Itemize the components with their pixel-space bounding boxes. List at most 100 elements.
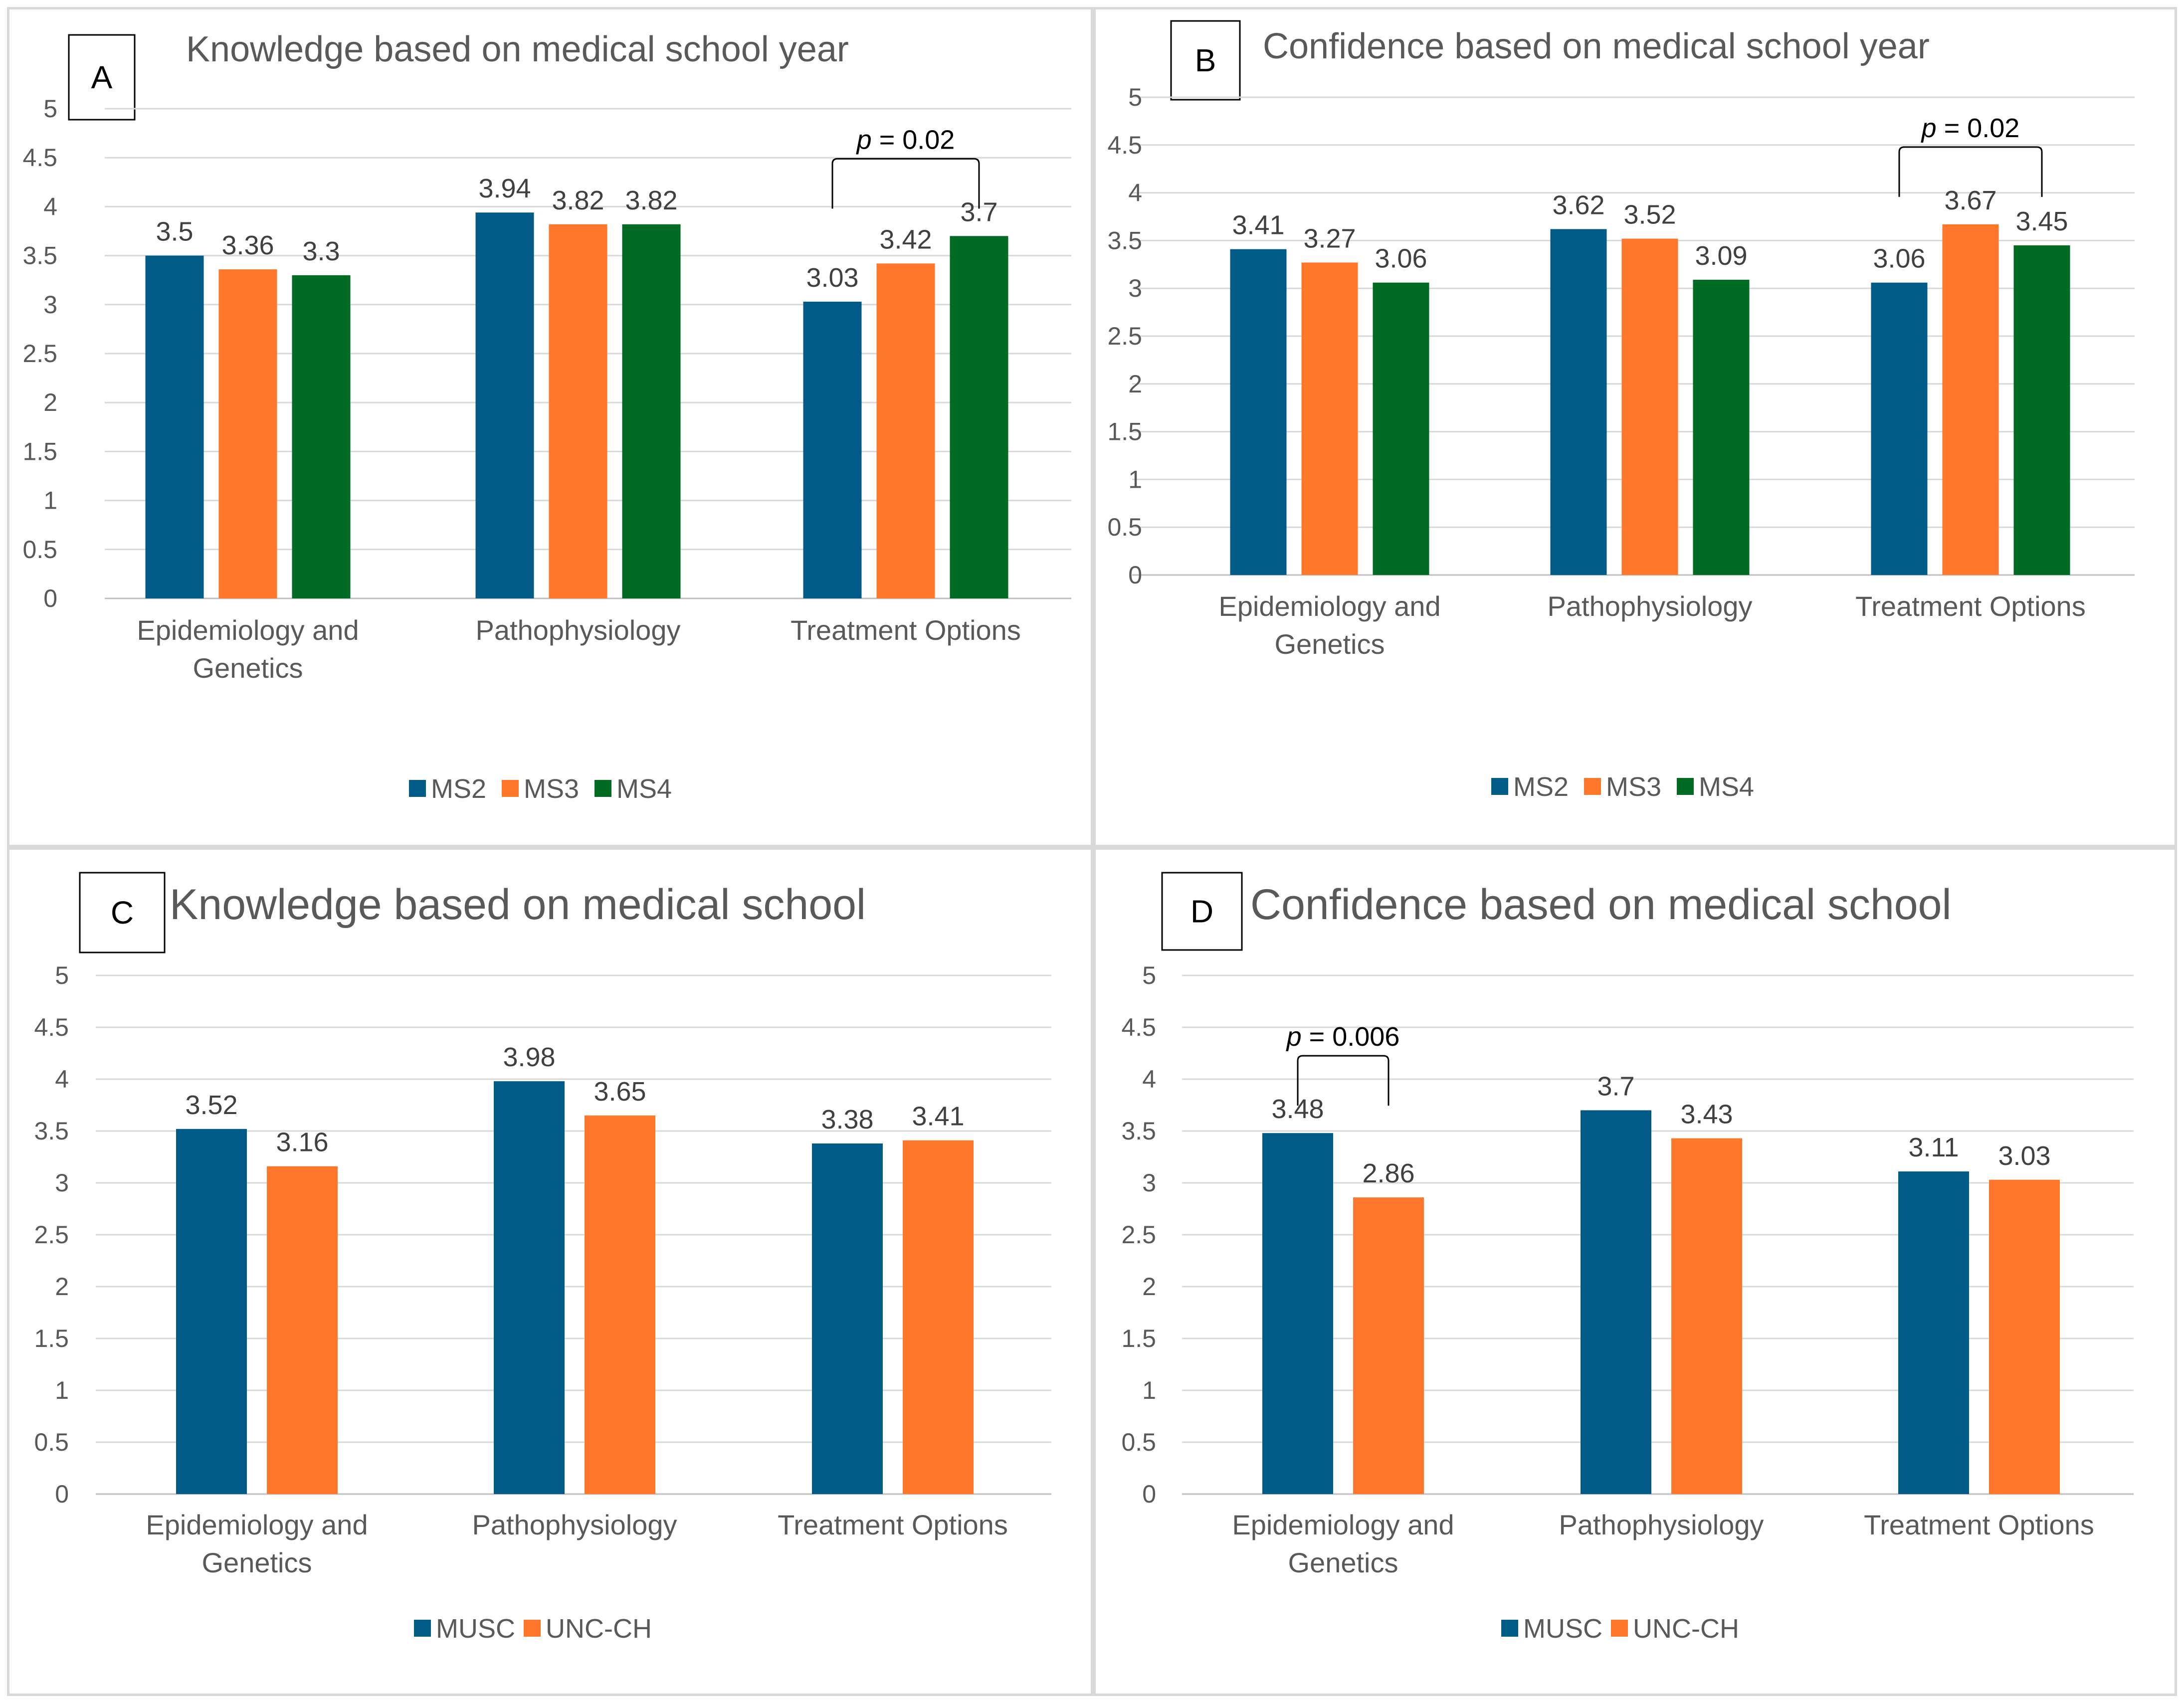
significance-bracket [831, 158, 980, 209]
data-label: 3.16 [276, 1128, 328, 1157]
bar [1942, 224, 1999, 575]
x-tick-label: Epidemiology and [137, 614, 359, 646]
x-tick-label: Epidemiology and [1232, 1509, 1454, 1540]
data-label: 3.62 [1552, 190, 1604, 220]
data-label: 3.11 [1908, 1133, 1959, 1162]
data-label: 3.03 [1998, 1141, 2050, 1171]
bar [176, 1129, 247, 1494]
y-tick-label: 3.5 [34, 1117, 69, 1145]
y-tick-label: 4 [55, 1065, 69, 1093]
chart-title: Knowledge based on medical school [170, 881, 866, 929]
chart-title: Confidence based on medical school [1250, 881, 1952, 929]
bar [1671, 1138, 1742, 1494]
y-tick-label: 2.5 [34, 1221, 69, 1249]
y-tick-label: 1.5 [34, 1325, 69, 1352]
x-tick-label: Genetics [1275, 628, 1385, 660]
p-value-label: p = 0.02 [1921, 113, 2020, 143]
x-tick-label: Epidemiology and [1218, 590, 1440, 622]
bar [1581, 1110, 1651, 1494]
y-tick-label: 0.5 [34, 1428, 69, 1456]
bar [292, 275, 351, 598]
y-tick-label: 2 [43, 388, 57, 416]
data-label: 3.65 [594, 1077, 646, 1107]
legend-label: MUSC [1523, 1614, 1602, 1644]
data-label: 3.41 [912, 1102, 964, 1132]
data-label: 2.86 [1362, 1158, 1414, 1188]
data-label: 3.03 [806, 263, 858, 293]
y-tick-label: 2 [1128, 370, 1142, 398]
data-label: 3.52 [1623, 200, 1676, 230]
y-tick-label: 0 [1142, 1480, 1156, 1508]
legend-swatch [414, 1620, 431, 1637]
x-tick-label: Pathophysiology [1559, 1509, 1764, 1540]
panel-letter: C [111, 895, 134, 931]
panel-letter: B [1195, 42, 1216, 78]
x-tick-label: Treatment Options [1855, 590, 2086, 622]
x-tick-label: Treatment Options [1864, 1509, 2094, 1540]
data-label: 3.36 [221, 230, 274, 260]
y-tick-label: 0 [55, 1480, 69, 1508]
y-tick-label: 5 [43, 95, 57, 123]
x-tick-label: Pathophysiology [1548, 590, 1753, 622]
legend-swatch [524, 1620, 541, 1637]
data-label: 3.3 [302, 236, 340, 266]
y-tick-label: 0 [1128, 561, 1142, 589]
legend-label: MS4 [616, 774, 672, 804]
y-tick-label: 2 [55, 1273, 69, 1301]
bar [876, 263, 935, 598]
y-tick-label: 2.5 [1121, 1221, 1156, 1249]
y-tick-label: 3.5 [1107, 226, 1142, 254]
y-tick-label: 4.5 [34, 1013, 69, 1041]
x-tick-label: Epidemiology and [146, 1509, 368, 1540]
panel-letter-box [1161, 872, 1243, 951]
y-tick-label: 3.5 [1121, 1117, 1156, 1145]
bar [475, 212, 534, 599]
data-label: 3.09 [1695, 241, 1747, 271]
x-tick-label: Genetics [202, 1547, 312, 1578]
y-tick-label: 1 [1128, 465, 1142, 493]
bar [1989, 1179, 2060, 1494]
data-label: 3.5 [156, 217, 193, 247]
y-tick-label: 0.5 [1121, 1428, 1156, 1456]
legend-swatch [1501, 1620, 1518, 1637]
bar [1230, 249, 1287, 575]
bar [1871, 282, 1928, 575]
y-tick-label: 5 [55, 961, 69, 989]
legend-label: MS3 [1606, 772, 1661, 802]
y-tick-label: 1 [43, 487, 57, 515]
bar [1353, 1197, 1424, 1494]
significance-bracket [1898, 146, 2043, 197]
significance-bracket [1297, 1055, 1390, 1106]
legend-swatch [1491, 778, 1508, 795]
data-label: 3.52 [185, 1090, 237, 1120]
y-tick-label: 4 [1128, 179, 1142, 207]
y-tick-label: 3 [1142, 1169, 1156, 1197]
legend-label: MS3 [524, 774, 579, 804]
y-tick-label: 1.5 [22, 437, 57, 465]
data-label: 3.41 [1232, 210, 1284, 240]
data-label: 3.38 [821, 1105, 873, 1135]
y-tick-label: 3.5 [22, 242, 57, 270]
y-tick-label: 3 [43, 291, 57, 319]
legend-swatch [595, 780, 611, 797]
bar [622, 224, 681, 598]
data-label: 3.98 [503, 1042, 555, 1072]
legend-label: MS4 [1699, 772, 1754, 802]
data-label: 3.43 [1680, 1100, 1733, 1130]
legend-label: UNC-CH [546, 1614, 652, 1644]
data-label: 3.06 [1873, 244, 1925, 274]
bar [494, 1081, 565, 1494]
bar [812, 1143, 883, 1494]
y-tick-label: 2 [1142, 1273, 1156, 1301]
x-tick-label: Treatment Options [791, 614, 1021, 646]
x-tick-label: Treatment Options [778, 1509, 1008, 1540]
y-tick-label: 4 [1142, 1065, 1156, 1093]
y-tick-label: 1.5 [1107, 418, 1142, 446]
bar [1262, 1133, 1333, 1494]
chart-title: Confidence based on medical school year [1263, 26, 1930, 66]
x-tick-label: Pathophysiology [472, 1509, 677, 1540]
legend-swatch [409, 780, 426, 797]
data-label: 3.7 [1597, 1071, 1634, 1101]
y-tick-label: 0 [43, 584, 57, 612]
